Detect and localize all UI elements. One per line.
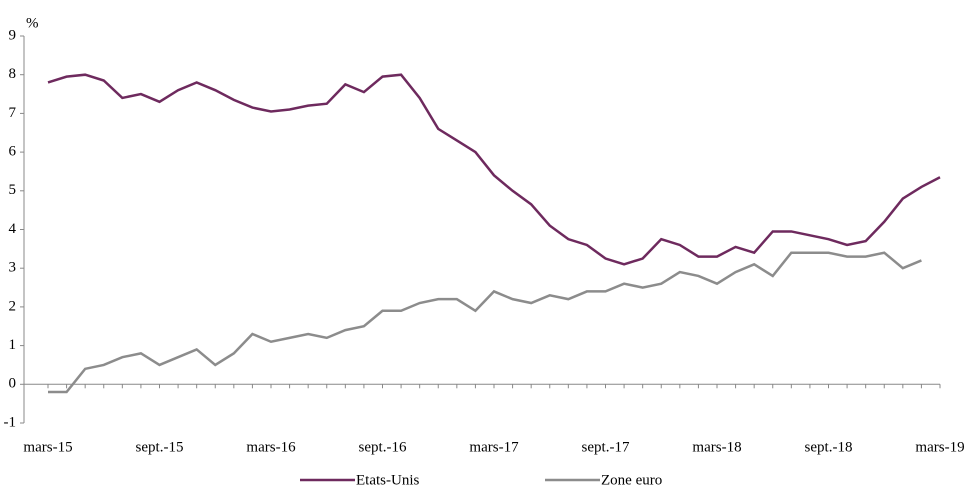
x-tick-label: mars-17 [469, 439, 519, 455]
x-tick-label: sept.-16 [359, 439, 407, 455]
y-tick-label: 3 [9, 260, 17, 276]
legend-label: Zone euro [601, 472, 662, 488]
y-tick-label: 6 [9, 144, 17, 160]
y-tick-label: 1 [9, 337, 17, 353]
unit-label: % [26, 15, 39, 31]
x-tick-label: mars-15 [23, 439, 72, 455]
y-tick-label: 0 [9, 376, 17, 392]
y-tick-label: 5 [9, 182, 17, 198]
y-tick-label: 9 [9, 27, 17, 43]
x-tick-label: mars-19 [915, 439, 964, 455]
series-line [47, 73, 941, 266]
y-tick-label: 2 [9, 298, 17, 314]
x-tick-label: sept.-17 [582, 439, 630, 455]
y-tick-label: 8 [9, 66, 17, 82]
legend-label: Etats-Unis [356, 472, 419, 488]
x-tick-label: sept.-15 [136, 439, 184, 455]
series-line [48, 251, 922, 394]
y-tick-label: -1 [4, 414, 17, 430]
y-tick-label: 7 [9, 105, 17, 121]
x-tick-label: mars-16 [246, 439, 296, 455]
x-tick-label: mars-18 [692, 439, 741, 455]
x-tick-label: sept.-18 [805, 439, 853, 455]
y-tick-label: 4 [9, 221, 17, 237]
